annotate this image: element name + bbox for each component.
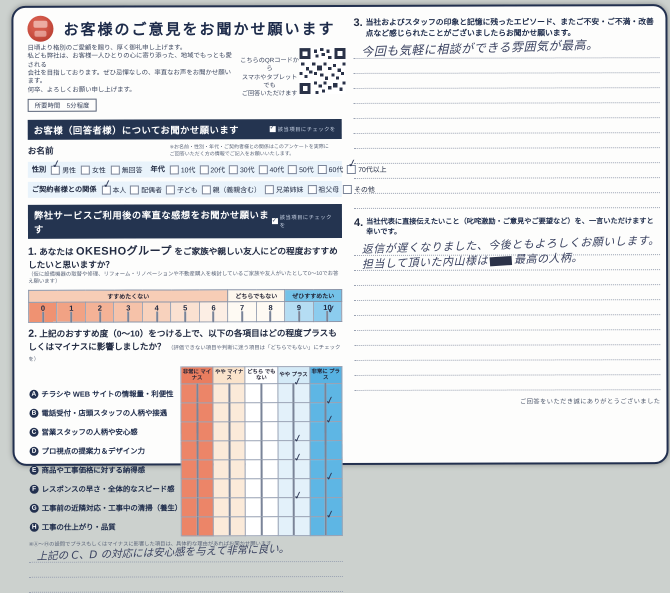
checkbox-age-10s: 10代 (169, 165, 195, 175)
column-very-minus: 非常に マイナス (180, 367, 214, 385)
answer-line (354, 285, 661, 302)
checkbox-age-40s: 40代 (258, 165, 284, 175)
checkbox-relation-parent: 親（義親含む） (201, 185, 261, 195)
relation-label: ご契約者様との関係 (31, 185, 97, 195)
answer-line (353, 192, 660, 209)
nps-group-positive: ぜひすすめたい (284, 289, 342, 302)
table-row-G: G 工事前の近隣対応・工事中の清掃（養生） ✓ (28, 490, 343, 518)
answer-line (353, 102, 660, 119)
nps-cell-5: 5 (170, 302, 200, 323)
nps-cell-7: 7 (227, 302, 257, 323)
checkbox-gender-female: 女性 (80, 165, 106, 175)
answer-line (353, 162, 660, 179)
question-1-subnote: （仮に設備機器の取替や修理、リフォーム・リノベーションや不動産購入を検討している… (28, 271, 339, 286)
question-3: 3. 当社およびスタッフの印象と記憶に残ったエピソード、またご不安・ご不満・改善… (353, 16, 654, 39)
time-required-note: 所要時間 5分程度 (27, 98, 97, 112)
section-feedback-header: 弊社サービスご利用後の率直な感想をお聞かせ願います 該当項目にチェックを (27, 204, 343, 240)
gender-label: 性別 (31, 165, 47, 175)
page-title: お客様のご意見をお聞かせ願います (63, 20, 336, 39)
gender-age-band: 性別 ✓ 男性 女性 無回答 年代 10代 20代 30代 40代 50代 60代… (27, 157, 387, 179)
check-icon (269, 126, 276, 133)
name-row: お名前 ※お名前・性別・年代・ご契約者様との関係はこのアンケートを実際に ご回答… (28, 144, 342, 158)
answer-line (354, 270, 661, 287)
checkbox-relation-child: 子ども (165, 185, 198, 195)
q4-answer-lines: 返信が遅くなりました、今後ともよろしくお願いします。 担当して頂いた内山様は 最高… (354, 234, 661, 392)
answer-line: 上記の C、D の対応には安心感を与えて非常に良い。 (28, 543, 343, 564)
column-some-minus: やや マイナス (213, 367, 246, 385)
answer-line (354, 345, 661, 362)
qr-code (299, 47, 346, 95)
answer-line (353, 72, 660, 89)
survey-sheet: お客様のご意見をお聞かせ願います 日頃より格別のご愛顧を賜り、厚く御礼申し上げま… (11, 4, 669, 593)
name-label: お名前 (27, 145, 54, 156)
brand-name: OKESHOグループ (75, 245, 172, 259)
answer-line (28, 577, 343, 593)
answer-line (354, 375, 661, 392)
nps-cell-0: 0 (28, 302, 58, 324)
checkbox-relation-self: ✓ 本人 (101, 177, 127, 196)
table-row-H: H 工事の仕上がり・品質 ✓ (28, 508, 343, 537)
table-row-A: A チラシや WEB サイトの情報量・利便性 ✓ (28, 376, 342, 404)
answer-line: 担当して頂いた内山様は 最高の人柄。 (354, 252, 661, 272)
answer-line (353, 177, 660, 194)
answer-line (353, 132, 660, 149)
answer-line (354, 360, 661, 377)
checkbox-relation-grandparent: 祖父母 (307, 184, 339, 195)
answer-line (28, 562, 343, 579)
answer-line (354, 330, 661, 347)
nps-group-neutral: どちらでもない (227, 289, 285, 303)
thanks-note: ご回答をいただき誠にありがとうございました (519, 398, 661, 406)
nps-cell-6: 6 (199, 302, 228, 323)
qr-block: こちらのQRコードから スマホやタブレットでも ご回答いただけます (240, 44, 346, 112)
checkbox-relation-spouse: 配偶者 (130, 185, 162, 195)
sheet-header: お客様のご意見をお聞かせ願います (27, 15, 341, 42)
nps-cell-10: 10 ✓ (313, 301, 342, 323)
left-column: お客様のご意見をお聞かせ願います 日頃より格別のご愛顧を賜り、厚く御礼申し上げま… (27, 15, 387, 593)
qr-caption: こちらのQRコードから スマホやタブレットでも ご回答いただけます (240, 57, 299, 98)
answer-line (354, 315, 661, 332)
answer-line (353, 87, 660, 104)
answer-line: 今回も気軽に相談ができる雰囲気が最高。 (353, 37, 660, 59)
nps-cell-1: 1 (57, 302, 86, 324)
nps-cell-3: 3 (114, 302, 143, 323)
q3-answer-lines: 今回も気軽に相談ができる雰囲気が最高。 (353, 37, 660, 209)
question-2: 2. 上記のおすすめ度（0～10）をつける上で、以下の各項目はどの程度プラスもし… (28, 328, 341, 363)
redaction-mark (489, 255, 513, 267)
nps-cell-4: 4 (142, 302, 171, 323)
answer-line (353, 117, 660, 134)
table-row-B: B 電話受付・店頭スタッフの人柄や接遇 ✓ (28, 394, 342, 423)
question-1: 1. あなたは OKESHOグループ をご家族や親しい友人にどの程度おすすめした… (28, 244, 342, 286)
nps-cell-8: 8 (256, 301, 285, 323)
right-column: 3. 当社およびスタッフの印象と記憶に残ったエピソード、またご不安・ご不満・改善… (353, 16, 660, 406)
age-label: 年代 (150, 164, 165, 174)
answer-line (354, 300, 661, 317)
company-seal-icon (27, 15, 54, 42)
nps-group-negative: すすめたくない (28, 290, 228, 303)
q2-answer-lines: 上記の C、D の対応には安心感を与えて非常に良い。 (28, 543, 343, 593)
checkbox-relation-sibling: 兄弟姉妹 (264, 185, 303, 195)
check-icon (271, 218, 278, 225)
checkbox-gender-noanswer: 無回答 (110, 165, 142, 175)
checkbox-age-30s: 30代 (228, 165, 255, 175)
checkbox-age-60s: 60代 (317, 164, 343, 174)
answer-line (353, 147, 660, 164)
intro-text: 日頃より格別のご愛顧を賜り、厚く御礼申し上げます。 私ども弊社は、お客様一人ひと… (27, 44, 232, 94)
nps-scale: すすめたくない どちらでもない ぜひすすめたい 0 1 2 3 4 5 6 7 … (28, 289, 342, 324)
column-very-plus: 非常に プラス (309, 366, 342, 384)
answer-line (353, 57, 660, 74)
nps-cell-9: 9 (284, 301, 314, 323)
checkbox-age-20s: 20代 (199, 165, 225, 175)
intro-block: 日頃より格別のご愛顧を賜り、厚く御礼申し上げます。 私ども弊社は、お客様一人ひと… (27, 44, 346, 113)
checkbox-age-50s: 50代 (288, 165, 314, 175)
table-row-E: E 商品や工事価格に対する納得感 ✓ (28, 452, 343, 480)
relation-band: ご契約者様との関係 ✓ 本人 配偶者 子ども 親（義親含む） 兄弟姉妹 祖父母 そ… (27, 177, 375, 199)
impact-table: 非常に マイナス やや マイナス どちら でもない やや プラス 非常に プラス… (28, 366, 343, 537)
nps-cell-2: 2 (85, 302, 115, 323)
column-neutral: どちら でもない (245, 366, 278, 385)
checkbox-gender-male: ✓ 男性 (50, 157, 77, 176)
name-note: ※お名前・性別・年代・ご契約者様との関係はこのアンケートを実際に ご回答いただく… (169, 143, 329, 158)
section-about-header: お客様（回答者様）についてお聞かせ願います 該当項目にチェックを (27, 118, 342, 140)
